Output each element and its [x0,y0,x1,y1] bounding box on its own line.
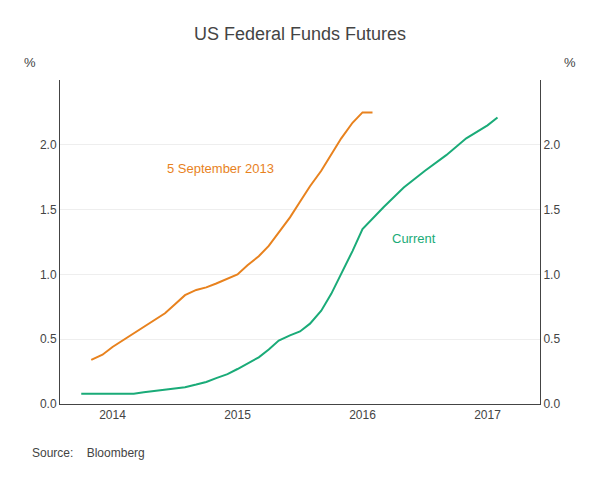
svg-text:Current: Current [392,231,436,246]
svg-text:1.5: 1.5 [40,203,57,217]
svg-text:2014: 2014 [99,408,126,422]
svg-text:Source: Bloomberg: Source: Bloomberg [32,446,145,460]
svg-text:2016: 2016 [349,408,376,422]
svg-text:0.0: 0.0 [543,397,560,411]
svg-text:5 September 2013: 5 September 2013 [167,161,274,176]
svg-text:2015: 2015 [224,408,251,422]
svg-text:1.0: 1.0 [543,268,560,282]
svg-text:2.0: 2.0 [40,138,57,152]
svg-text:1.0: 1.0 [40,268,57,282]
svg-text:%: % [564,55,576,70]
svg-text:2.0: 2.0 [543,138,560,152]
svg-text:0.5: 0.5 [543,332,560,346]
svg-text:2017: 2017 [474,408,501,422]
svg-text:US Federal Funds Futures: US Federal Funds Futures [194,24,406,44]
svg-text:1.5: 1.5 [543,203,560,217]
svg-text:%: % [24,55,36,70]
svg-text:0.0: 0.0 [40,397,57,411]
svg-text:0.5: 0.5 [40,332,57,346]
